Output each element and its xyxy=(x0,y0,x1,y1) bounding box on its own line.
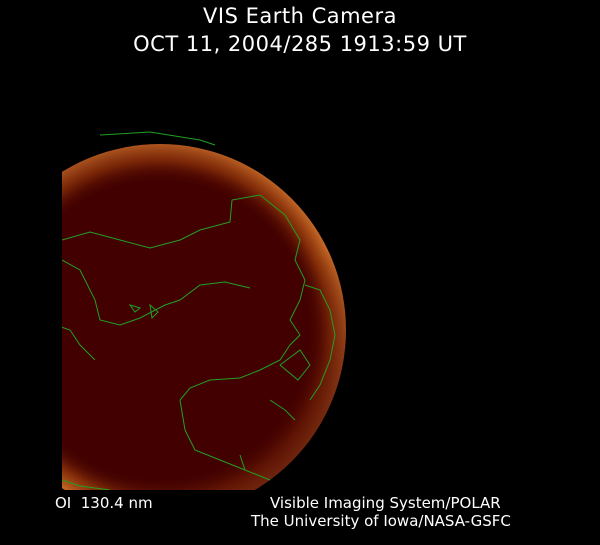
aurora-glow xyxy=(62,144,346,490)
credit-line-1: Visible Imaging System/POLAR xyxy=(270,494,501,512)
image-title: VIS Earth Camera xyxy=(203,4,397,28)
image-timestamp: OCT 11, 2004/285 1913:59 UT xyxy=(133,32,467,56)
credit-line-2: The University of Iowa/NASA-GSFC xyxy=(251,512,511,530)
wavelength-label: OI 130.4 nm xyxy=(55,494,153,512)
coastlines xyxy=(62,131,336,490)
